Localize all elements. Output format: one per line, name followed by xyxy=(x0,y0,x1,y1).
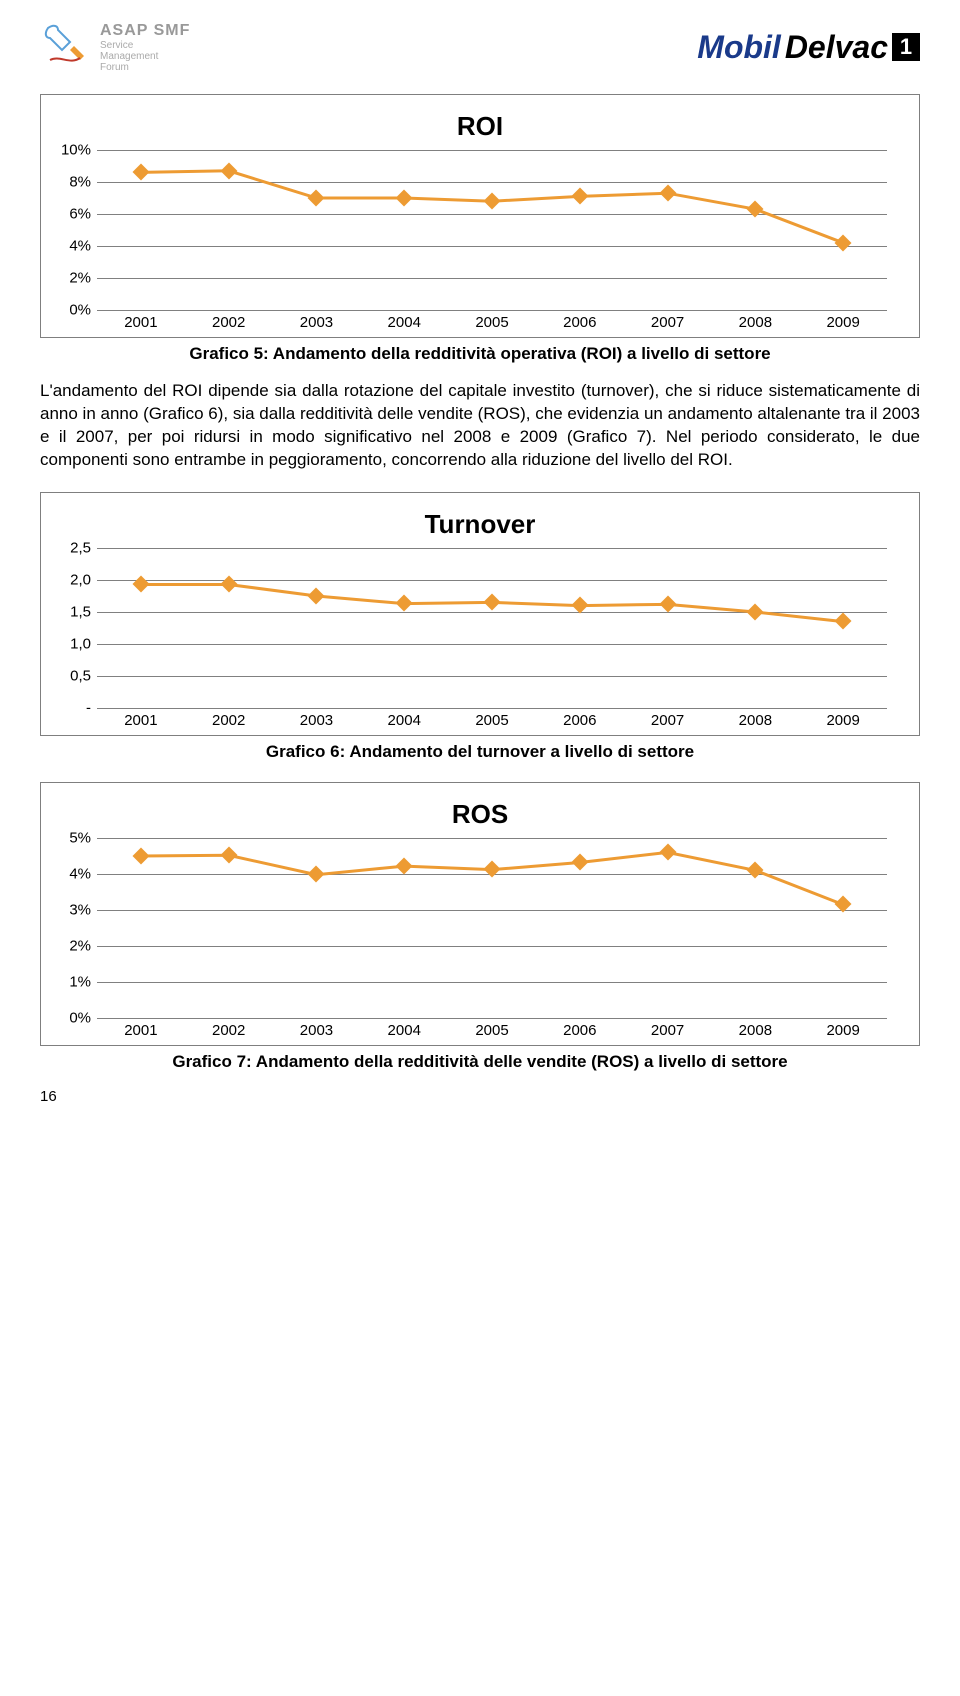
x-tick-label: 2001 xyxy=(97,314,185,331)
mobil-delvac-logo: Mobil Delvac 1 xyxy=(697,29,920,66)
ros-chart-area: 0%1%2%3%4%5% 200120022003200420052006200… xyxy=(97,838,905,1039)
x-tick-label: 2006 xyxy=(536,1022,624,1039)
asap-subtitle: Service Management Forum xyxy=(100,40,190,73)
roi-chart-frame: ROI 0%2%4%6%8%10% 2001200220032004200520… xyxy=(40,94,920,338)
x-tick-label: 2003 xyxy=(273,712,361,729)
x-tick-label: 2008 xyxy=(711,314,799,331)
x-tick-label: 2005 xyxy=(448,712,536,729)
y-tick-label: 3% xyxy=(55,901,91,918)
body-paragraph: L'andamento del ROI dipende sia dalla ro… xyxy=(40,380,920,472)
x-tick-label: 2009 xyxy=(799,1022,887,1039)
roi-plot: 0%2%4%6%8%10% xyxy=(97,150,887,310)
x-tick-label: 2005 xyxy=(448,314,536,331)
y-tick-label: 1,5 xyxy=(55,603,91,620)
y-tick-label: 8% xyxy=(55,174,91,191)
x-tick-label: 2002 xyxy=(185,1022,273,1039)
y-tick-label: 2% xyxy=(55,270,91,287)
x-tick-label: 2001 xyxy=(97,1022,185,1039)
x-tick-label: 2008 xyxy=(711,712,799,729)
turnover-chart-area: -0,51,01,52,02,5 20012002200320042005200… xyxy=(97,548,905,729)
asap-logo: ASAP SMF Service Management Forum xyxy=(40,20,190,74)
y-tick-label: 2,0 xyxy=(55,571,91,588)
turnover-chart-title: Turnover xyxy=(55,509,905,540)
ros-chart-title: ROS xyxy=(55,799,905,830)
delvac-text: Delvac xyxy=(785,29,888,66)
gridline xyxy=(97,1018,887,1019)
ros-plot: 0%1%2%3%4%5% xyxy=(97,838,887,1018)
page-header: ASAP SMF Service Management Forum Mobil … xyxy=(40,20,920,74)
ros-x-labels: 200120022003200420052006200720082009 xyxy=(97,1022,887,1039)
y-tick-label: 5% xyxy=(55,829,91,846)
gridline xyxy=(97,310,887,311)
page: ASAP SMF Service Management Forum Mobil … xyxy=(0,0,960,1125)
y-tick-label: 6% xyxy=(55,206,91,223)
mobil-text: Mobil xyxy=(697,29,781,66)
y-tick-label: 4% xyxy=(55,865,91,882)
turnover-caption: Grafico 6: Andamento del turnover a live… xyxy=(40,742,920,762)
x-tick-label: 2003 xyxy=(273,1022,361,1039)
turnover-chart-frame: Turnover -0,51,01,52,02,5 20012002200320… xyxy=(40,492,920,736)
y-tick-label: 0,5 xyxy=(55,667,91,684)
asap-sub-line: Service xyxy=(100,40,190,51)
x-tick-label: 2003 xyxy=(273,314,361,331)
series-line xyxy=(97,150,887,310)
asap-sub-line: Management xyxy=(100,51,190,62)
x-tick-label: 2004 xyxy=(360,314,448,331)
y-tick-label: 2% xyxy=(55,937,91,954)
y-tick-label: 1% xyxy=(55,973,91,990)
gridline xyxy=(97,708,887,709)
x-tick-label: 2006 xyxy=(536,314,624,331)
one-badge: 1 xyxy=(892,33,920,61)
y-tick-label: 0% xyxy=(55,1009,91,1026)
ros-caption: Grafico 7: Andamento della redditività d… xyxy=(40,1052,920,1072)
x-tick-label: 2005 xyxy=(448,1022,536,1039)
y-tick-label: 0% xyxy=(55,302,91,319)
x-tick-label: 2002 xyxy=(185,712,273,729)
turnover-x-labels: 200120022003200420052006200720082009 xyxy=(97,712,887,729)
asap-sub-line: Forum xyxy=(100,62,190,73)
x-tick-label: 2004 xyxy=(360,1022,448,1039)
x-tick-label: 2001 xyxy=(97,712,185,729)
ros-chart-frame: ROS 0%1%2%3%4%5% 20012002200320042005200… xyxy=(40,782,920,1046)
series-line xyxy=(97,548,887,708)
y-tick-label: 1,0 xyxy=(55,635,91,652)
turnover-plot: -0,51,01,52,02,5 xyxy=(97,548,887,708)
roi-x-labels: 200120022003200420052006200720082009 xyxy=(97,314,887,331)
wrench-icon xyxy=(40,20,94,74)
y-tick-label: 4% xyxy=(55,238,91,255)
y-tick-label: 2,5 xyxy=(55,539,91,556)
x-tick-label: 2009 xyxy=(799,712,887,729)
roi-caption: Grafico 5: Andamento della redditività o… xyxy=(40,344,920,364)
roi-chart-area: 0%2%4%6%8%10% 20012002200320042005200620… xyxy=(97,150,905,331)
x-tick-label: 2008 xyxy=(711,1022,799,1039)
page-number: 16 xyxy=(40,1088,920,1105)
x-tick-label: 2006 xyxy=(536,712,624,729)
x-tick-label: 2007 xyxy=(624,712,712,729)
x-tick-label: 2002 xyxy=(185,314,273,331)
x-tick-label: 2007 xyxy=(624,1022,712,1039)
x-tick-label: 2009 xyxy=(799,314,887,331)
x-tick-label: 2004 xyxy=(360,712,448,729)
roi-chart-title: ROI xyxy=(55,111,905,142)
y-tick-label: - xyxy=(55,699,91,716)
y-tick-label: 10% xyxy=(55,142,91,159)
x-tick-label: 2007 xyxy=(624,314,712,331)
asap-title: ASAP SMF xyxy=(100,22,190,40)
